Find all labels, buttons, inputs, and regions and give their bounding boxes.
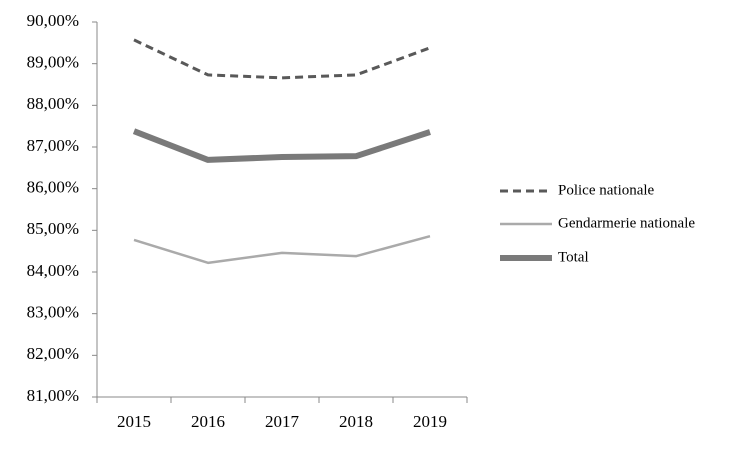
series-line — [133, 234, 431, 265]
series-line — [133, 38, 431, 80]
x-tick-label: 2017 — [265, 412, 300, 431]
y-tick-label: 90,00% — [27, 11, 79, 30]
y-tick-label: 86,00% — [27, 178, 79, 197]
x-tick-label: 2016 — [191, 412, 225, 431]
y-tick-label: 81,00% — [27, 386, 79, 405]
y-tick-label: 87,00% — [27, 136, 79, 155]
y-tick-label: 82,00% — [27, 344, 79, 363]
x-tick-label: 2018 — [339, 412, 373, 431]
series-line — [132, 128, 431, 163]
legend-label: Total — [558, 249, 589, 265]
legend-label: Police nationale — [558, 182, 655, 198]
legend-label: Gendarmerie nationale — [558, 215, 695, 231]
y-tick-label: 85,00% — [27, 219, 79, 238]
y-tick-label: 88,00% — [27, 94, 79, 113]
y-tick-label: 89,00% — [27, 53, 79, 72]
y-tick-label: 84,00% — [27, 261, 79, 280]
x-tick-label: 2019 — [413, 412, 447, 431]
x-tick-label: 2015 — [117, 412, 151, 431]
y-tick-label: 83,00% — [27, 303, 79, 322]
